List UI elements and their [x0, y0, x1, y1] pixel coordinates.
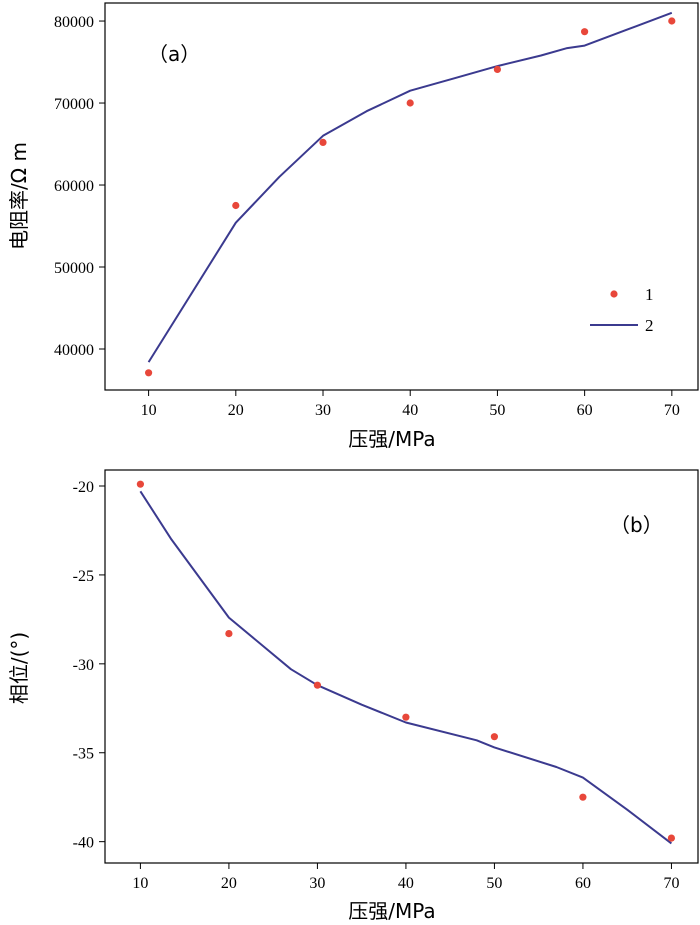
chart-panel-a: （a） 压强/MPa 电阻率/Ω m 10 20 30 40 50 60 70 40000 50… [7, 2, 699, 451]
x-tick-label-a-6: 70 [664, 402, 680, 419]
y-tick-label-b-3: -35 [73, 746, 94, 763]
legend-label-1: 1 [645, 285, 654, 304]
x-tick-label-a-3: 40 [402, 402, 418, 419]
data-point-a-2 [319, 138, 327, 146]
data-point-b-4 [490, 733, 498, 741]
data-point-a-3 [406, 99, 414, 107]
marks-a [145, 11, 676, 377]
x-tick-label-b-2: 30 [309, 875, 325, 892]
plot-frame-a [104, 2, 699, 391]
y-axis-title-a: 电阻率/Ω m [7, 142, 31, 250]
data-point-a-5 [581, 28, 589, 36]
x-tick-label-a-0: 10 [141, 402, 157, 419]
marks-b [136, 480, 676, 845]
x-tick-label-b-1: 20 [221, 875, 237, 892]
data-point-a-4 [493, 65, 501, 73]
x-axis-title-b: 压强/MPa [348, 899, 435, 923]
legend-label-2: 2 [645, 316, 654, 335]
legend: 1 2 [590, 285, 654, 335]
plot-frame-b [104, 469, 699, 864]
y-tick-label-a-4: 80000 [54, 14, 94, 31]
y-tick-label-a-0: 40000 [54, 342, 94, 359]
y-tick-label-b-4: -40 [73, 835, 94, 852]
data-point-b-0 [136, 480, 144, 488]
chart-panel-b: （b） 压强/MPa 相位/(°) 10 20 30 40 50 60 70 -20 -25 -3… [7, 469, 699, 923]
data-point-b-2 [313, 681, 321, 689]
data-point-b-3 [402, 713, 410, 721]
panel-label-b: （b） [610, 513, 663, 537]
ticks-b: 10 20 30 40 50 60 70 -20 -25 -30 -35 -40 [73, 479, 680, 892]
y-tick-label-b-2: -30 [73, 657, 94, 674]
y-tick-label-b-1: -25 [73, 568, 94, 585]
x-tick-label-a-2: 30 [315, 402, 331, 419]
panel-label-a: （a） [148, 42, 200, 66]
x-tick-label-a-4: 50 [489, 402, 505, 419]
x-tick-label-b-5: 60 [575, 875, 591, 892]
x-tick-label-a-5: 60 [577, 402, 593, 419]
x-axis-title-a: 压强/MPa [348, 427, 435, 451]
x-tick-label-a-1: 20 [228, 402, 244, 419]
ticks-a: 10 20 30 40 50 60 70 40000 50000 60000 70000 80000 [54, 14, 680, 419]
y-tick-label-a-1: 50000 [54, 260, 94, 277]
data-point-b-1 [225, 630, 233, 638]
y-tick-label-a-3: 70000 [54, 96, 94, 113]
series-line-b [139, 490, 673, 845]
x-tick-label-b-3: 40 [398, 875, 414, 892]
x-tick-label-b-6: 70 [663, 875, 679, 892]
y-tick-label-a-2: 60000 [54, 178, 94, 195]
data-point-a-1 [232, 201, 240, 210]
series-line-a [147, 11, 673, 363]
x-tick-label-b-0: 10 [132, 875, 148, 892]
data-point-a-6 [668, 17, 676, 25]
x-tick-label-b-4: 50 [486, 875, 502, 892]
legend-marker-points [610, 290, 618, 298]
data-point-b-6 [667, 834, 676, 842]
y-tick-label-b-0: -20 [73, 479, 94, 496]
y-axis-title-b: 相位/(°) [7, 632, 31, 704]
data-point-a-0 [145, 369, 153, 377]
data-point-b-5 [579, 793, 587, 801]
